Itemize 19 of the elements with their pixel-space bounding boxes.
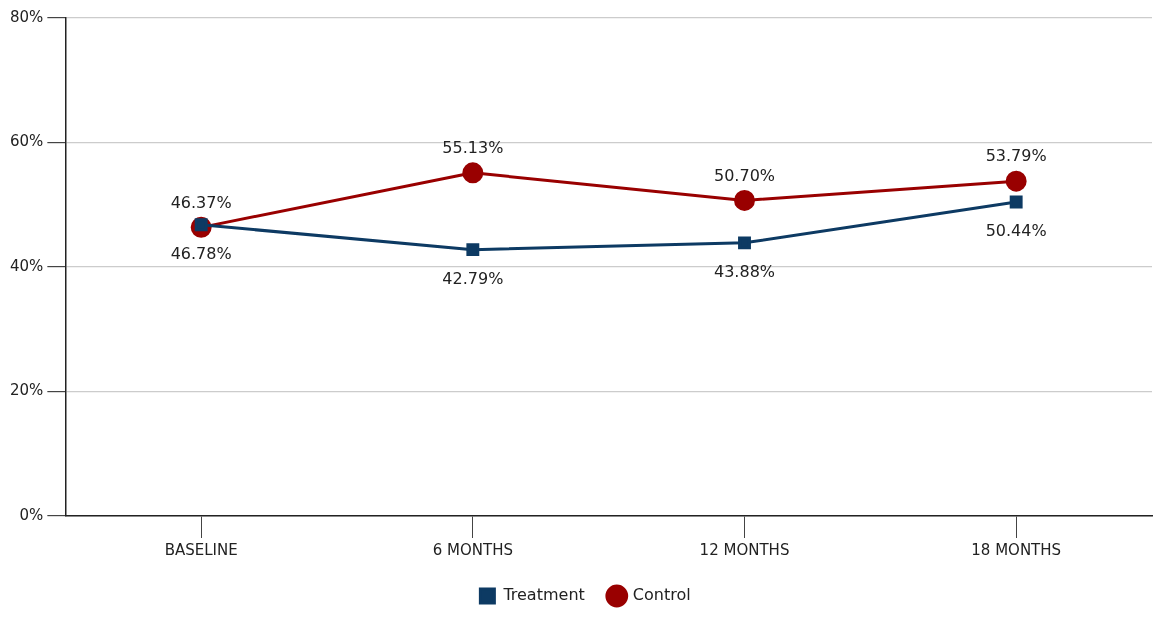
data-label: 53.79% [985,146,1047,166]
data-label: 50.70% [713,165,776,185]
y-tick-label: 60% [10,132,44,151]
y-tick-label: 40% [10,256,44,275]
data-label: 50.44% [985,221,1047,241]
data-label: 42.79% [442,268,504,288]
x-tick-label: BASELINE [164,540,238,559]
y-tick-label: 20% [10,381,44,400]
legend-label: Treatment [502,585,585,605]
x-tick-label: 18 MONTHS [971,540,1062,559]
y-tick-label: 80% [10,7,44,26]
data-label: 43.88% [713,262,776,281]
x-tick-label: 6 MONTHS [432,540,513,559]
y-tick-label: 0% [19,505,44,524]
data-label: 46.37% [170,192,232,212]
data-label: 46.78% [170,243,232,263]
x-tick-label: 12 MONTHS [699,540,790,559]
legend-label: Control [632,585,691,605]
data-label: 55.13% [442,137,504,157]
